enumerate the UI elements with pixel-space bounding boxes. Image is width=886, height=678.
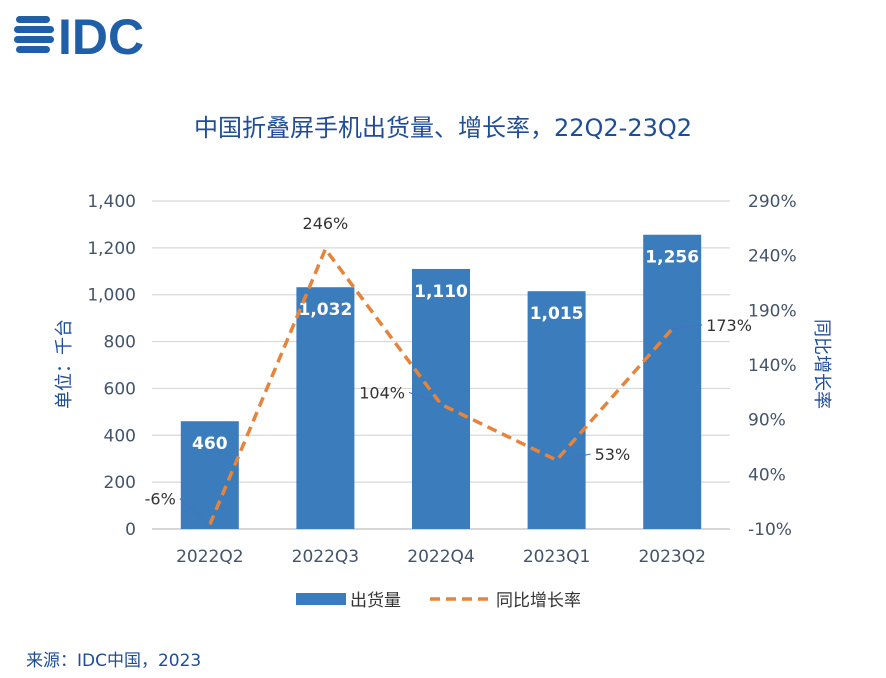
- growth-value-label: 104%: [359, 383, 405, 402]
- growth-value-label: -6%: [145, 490, 176, 509]
- line-series: [208, 247, 674, 526]
- bar: [296, 287, 355, 529]
- right-tick-label: 90%: [748, 411, 786, 431]
- growth-line: [208, 247, 674, 526]
- bar: [527, 291, 586, 529]
- logo-text: IDC: [58, 9, 144, 65]
- growth-value-label: 173%: [706, 316, 752, 335]
- label-leader: [556, 453, 591, 461]
- chart-title: 中国折叠屏手机出货量、增长率，22Q2-23Q2: [193, 114, 693, 142]
- bar: [412, 268, 470, 529]
- legend-line-label: 同比增长率: [496, 591, 581, 611]
- line-labels: -6% 246% 104% 53% 173%: [145, 214, 752, 526]
- right-tick-label: 190%: [748, 301, 797, 321]
- growth-value-label: 53%: [595, 445, 631, 464]
- right-tick-label: 140%: [748, 356, 797, 376]
- x-tick-label: 2022Q4: [407, 547, 474, 567]
- label-leader: [179, 498, 211, 526]
- left-tick-label: 1,000: [87, 286, 136, 306]
- x-tick-label: 2023Q2: [638, 547, 705, 567]
- x-tick-label: 2022Q3: [292, 547, 359, 567]
- right-axis-title: 同比增长率: [811, 319, 832, 409]
- bar-value-label: 1,015: [530, 304, 584, 324]
- bar-value-label: 1,032: [299, 300, 353, 320]
- bar-value-label: 1,110: [414, 282, 468, 302]
- globe-icon: [14, 16, 54, 53]
- legend: 出货量 同比增长率: [296, 591, 581, 611]
- legend-bar-label: 出货量: [350, 591, 401, 611]
- x-tick-label: 2023Q1: [523, 547, 590, 567]
- bar-value-label: 1,256: [645, 248, 699, 268]
- bar-series: [180, 234, 702, 530]
- left-tick-label: 1,200: [87, 239, 136, 259]
- right-axis-ticks: -10% 40% 90% 140% 190% 240% 290%: [748, 192, 797, 540]
- bar: [643, 234, 702, 530]
- left-tick-label: 1,400: [87, 192, 136, 212]
- label-leader: [408, 391, 442, 405]
- source-note: 来源：IDC中国，2023: [26, 651, 202, 671]
- left-tick-label: 400: [104, 426, 136, 446]
- right-tick-label: 290%: [748, 192, 797, 212]
- bar-value-label: 460: [192, 434, 228, 454]
- legend-bar-swatch: [296, 593, 346, 605]
- bar-labels: 460 1,032 1,110 1,015 1,256: [192, 248, 699, 454]
- left-axis-ticks: 0 200 400 600 800 1,000 1,200 1,400: [87, 192, 136, 540]
- right-tick-label: 40%: [748, 465, 786, 485]
- label-leader: [672, 324, 703, 330]
- growth-value-label: 246%: [303, 214, 349, 233]
- x-tick-label: 2022Q2: [176, 547, 243, 567]
- left-tick-label: 800: [104, 333, 136, 353]
- right-tick-label: -10%: [748, 520, 792, 540]
- idc-logo: IDC: [14, 9, 144, 65]
- left-tick-label: 600: [104, 379, 136, 399]
- left-tick-label: 200: [104, 473, 136, 493]
- x-axis-ticks: 2022Q2 2022Q3 2022Q4 2023Q1 2023Q2: [176, 547, 706, 567]
- right-tick-label: 240%: [748, 247, 797, 267]
- left-axis-title: 单位：千台: [54, 319, 75, 409]
- left-tick-label: 0: [125, 520, 136, 540]
